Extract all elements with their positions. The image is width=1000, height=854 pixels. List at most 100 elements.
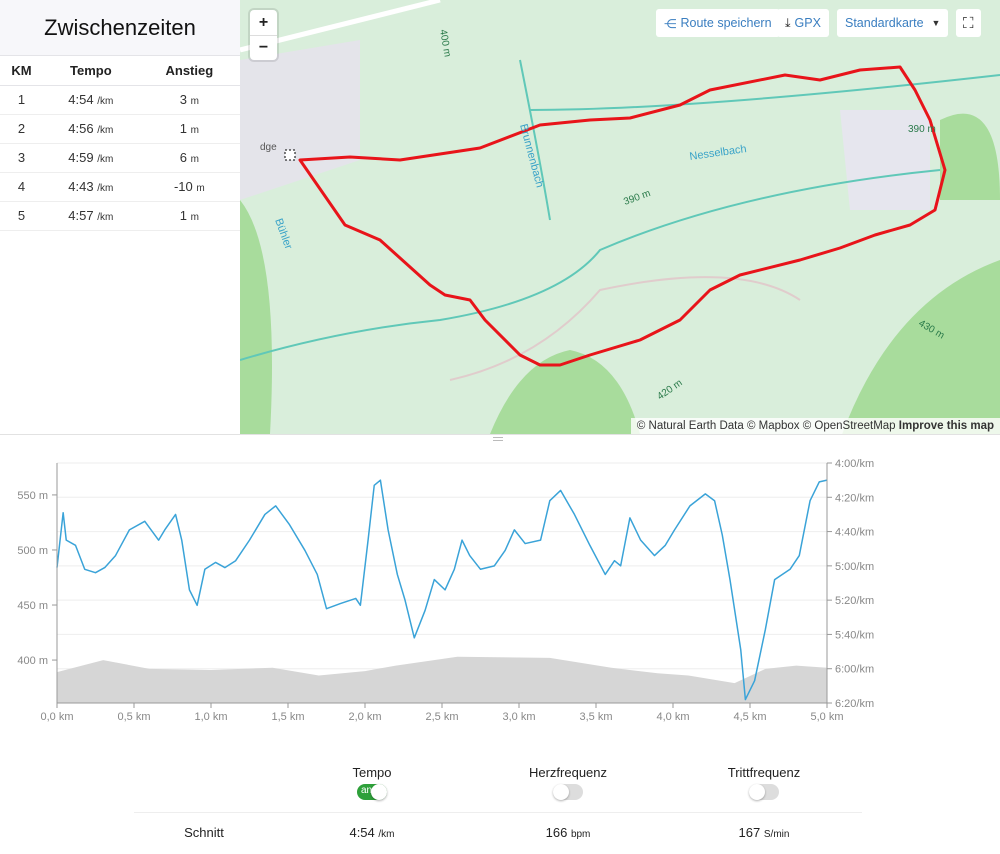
right-tick-label: 6:00/km: [835, 664, 874, 676]
split-tempo: 4:56 /km: [42, 114, 139, 144]
x-tick-label: 4,0 km: [656, 711, 689, 723]
tempo-unit: /km: [97, 212, 114, 223]
split-climb: 3 m: [138, 85, 240, 115]
map-style-dropdown[interactable]: Standardkarte ▼: [837, 9, 949, 37]
stream: [240, 169, 941, 361]
value: 166: [545, 824, 568, 840]
town-area: [240, 40, 360, 200]
save-route-button[interactable]: ⋲ Route speichern: [656, 9, 780, 37]
route-map[interactable]: Nesselbach Brunnenbach Bühler 390 m 390 …: [240, 0, 1000, 434]
splits-panel: Zwischenzeiten KM Tempo Anstieg 1 4:54 /…: [0, 0, 240, 434]
avg-cadence: 167 S/min: [666, 825, 862, 840]
left-tick-label: 550 m: [17, 490, 48, 502]
stat-col-heartrate: Herzfrequenz: [470, 765, 666, 803]
stat-heading: Tempo: [352, 765, 392, 780]
improve-map-link[interactable]: Improve this map: [898, 420, 994, 432]
map-label-stream: Brunnenbach: [517, 123, 546, 189]
tempo-unit: /km: [97, 125, 114, 136]
value: 4:54: [349, 824, 375, 840]
download-icon: ⤓: [785, 15, 791, 30]
map-label-stream: Nesselbach: [689, 143, 748, 163]
right-tick-label: 4:40/km: [835, 527, 874, 539]
right-tick-label: 4:00/km: [835, 458, 874, 470]
resize-handle[interactable]: [0, 434, 1000, 444]
climb-unit: m: [190, 154, 199, 165]
split-climb: -10 m: [138, 172, 240, 202]
x-tick-label: 2,5 km: [425, 711, 458, 723]
tempo-value: 4:43: [68, 179, 94, 194]
split-km: 4: [0, 172, 43, 202]
map-style-label: Standardkarte: [845, 16, 924, 30]
split-row: 3 4:59 /km 6 m: [0, 143, 240, 173]
pace-elevation-chart: 4:00/km 4:20/km 4:40/km 5:00/km 5:20/km 5:40/…: [17, 458, 874, 723]
split-row: 4 4:43 /km -10 m: [0, 172, 240, 202]
split-row: 2 4:56 /km 1 m: [0, 114, 240, 144]
climb-value: 6: [179, 150, 187, 165]
right-tick-label: 6:20/km: [835, 698, 874, 710]
left-tick-label: 500 m: [17, 545, 48, 557]
save-route-label: Route speichern: [680, 16, 772, 30]
stream: [519, 59, 551, 221]
heartrate-toggle[interactable]: [553, 784, 583, 800]
tempo-value: 4:56: [68, 121, 94, 136]
split-km: 3: [0, 143, 43, 173]
caret-down-icon: ▼: [931, 18, 941, 28]
zoom-in-button[interactable]: +: [258, 13, 269, 31]
gpx-download-button[interactable]: ⤓ GPX: [777, 9, 829, 37]
forest-area: [842, 260, 1000, 434]
split-km: 2: [0, 114, 43, 144]
cadence-toggle[interactable]: [749, 784, 779, 800]
attribution-text: © Natural Earth Data © Mapbox © OpenStre…: [636, 420, 896, 432]
col-climb: Anstieg: [138, 56, 240, 86]
pace-line: [56, 479, 828, 701]
left-tick-label: 450 m: [17, 600, 48, 612]
split-climb: 1 m: [138, 114, 240, 144]
zoom-control: + −: [250, 10, 277, 60]
stream: [529, 74, 1000, 111]
map-label-road: dge: [260, 142, 277, 153]
forest-area: [240, 200, 272, 434]
avg-tempo: 4:54 /km: [274, 825, 470, 840]
climb-unit: m: [190, 125, 199, 136]
split-km: 1: [0, 85, 43, 115]
tempo-value: 4:59: [68, 150, 94, 165]
split-tempo: 4:57 /km: [42, 201, 139, 231]
climb-value: 3: [179, 92, 187, 107]
right-tick-label: 5:20/km: [835, 595, 874, 607]
split-tempo: 4:54 /km: [42, 85, 139, 115]
x-tick-label: 1,0 km: [194, 711, 227, 723]
split-tempo: 4:59 /km: [42, 143, 139, 173]
col-tempo: Tempo: [42, 56, 139, 86]
unit: bpm: [570, 828, 591, 840]
fullscreen-button[interactable]: ⛶: [956, 9, 981, 37]
zoom-out-button[interactable]: −: [250, 35, 277, 60]
map-canvas: Nesselbach Brunnenbach Bühler 390 m 390 …: [240, 0, 1000, 434]
x-tick-label: 1,5 km: [271, 711, 304, 723]
split-km: 5: [0, 201, 43, 231]
fullscreen-icon: ⛶: [963, 14, 974, 32]
stats-table: Tempo an Herzfrequenz Trittfrequenz Schni…: [134, 765, 862, 851]
contour-label: 400 m: [437, 29, 453, 58]
contour-label: 420 m: [655, 378, 684, 403]
tempo-toggle[interactable]: an: [357, 784, 387, 800]
elevation-area: [57, 656, 827, 703]
contour-label: 390 m: [622, 188, 652, 208]
stat-col-cadence: Trittfrequenz: [666, 765, 862, 803]
track: [449, 276, 801, 381]
left-tick-label: 400 m: [17, 655, 48, 667]
climb-unit: m: [196, 183, 205, 194]
stat-heading: Herzfrequenz: [528, 765, 608, 780]
x-tick-label: 2,0 km: [348, 711, 381, 723]
route-icon: ⋲: [664, 16, 677, 31]
col-km: KM: [0, 56, 43, 86]
map-area-industrial: [840, 110, 930, 210]
x-tick-label: 3,0 km: [502, 711, 535, 723]
x-tick-label: 3,5 km: [579, 711, 612, 723]
splits-title: Zwischenzeiten: [0, 0, 240, 56]
x-tick-label: 0,5 km: [117, 711, 150, 723]
start-finish-flag-icon: [284, 149, 296, 161]
climb-value: 1: [179, 121, 187, 136]
stats-average-row: Schnitt 4:54 /km 166 bpm 167 S/min: [134, 813, 862, 851]
x-tick-label: 4,5 km: [733, 711, 766, 723]
